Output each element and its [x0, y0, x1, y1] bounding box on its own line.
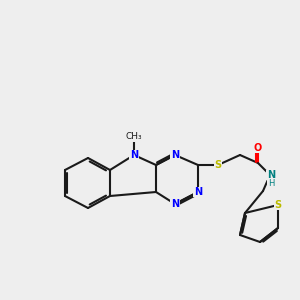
Text: N: N: [130, 150, 138, 160]
Text: N: N: [194, 187, 202, 197]
Text: N: N: [171, 150, 179, 160]
Text: S: S: [274, 200, 282, 210]
Text: N: N: [267, 170, 275, 180]
Text: S: S: [214, 160, 222, 170]
Text: O: O: [254, 143, 262, 153]
Text: CH₃: CH₃: [126, 132, 142, 141]
Text: N: N: [171, 199, 179, 209]
Text: H: H: [268, 179, 274, 188]
